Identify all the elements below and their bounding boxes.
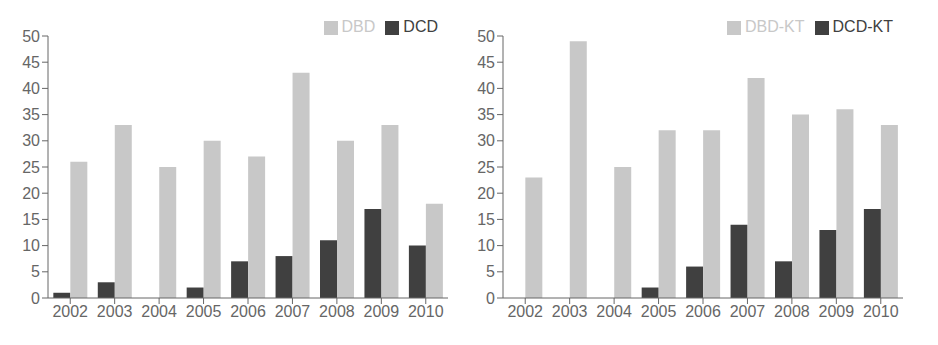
- html-text:DBD-KT: DBD-KT: [745, 18, 805, 35]
- svg-text:2004: 2004: [141, 303, 177, 320]
- svg-text:30: 30: [477, 132, 495, 149]
- svg-text:2010: 2010: [863, 303, 899, 320]
- html-text:DCD-KT: DCD-KT: [832, 18, 893, 35]
- svg-text:2003: 2003: [552, 303, 588, 320]
- svg-text:2003: 2003: [97, 303, 133, 320]
- svg-text:20: 20: [477, 185, 495, 202]
- svg-text:2006: 2006: [230, 303, 266, 320]
- svg-text:40: 40: [22, 80, 40, 97]
- svg-text:2008: 2008: [774, 303, 810, 320]
- html-text:DBD: DBD: [341, 18, 376, 35]
- svg-text:2002: 2002: [52, 303, 88, 320]
- svg-text:50: 50: [477, 28, 495, 45]
- svg-text:25: 25: [22, 159, 40, 176]
- svg-text:10: 10: [22, 237, 40, 254]
- svg-text:2007: 2007: [730, 303, 766, 320]
- svg-text:2007: 2007: [275, 303, 311, 320]
- svg-text:45: 45: [22, 54, 40, 71]
- svg-text:2005: 2005: [641, 303, 677, 320]
- svg-text:15: 15: [22, 211, 40, 228]
- svg-text:2006: 2006: [685, 303, 721, 320]
- svg-text:30: 30: [22, 132, 40, 149]
- svg-text:2002: 2002: [507, 303, 543, 320]
- svg-text:45: 45: [477, 54, 495, 71]
- svg-text:2005: 2005: [186, 303, 222, 320]
- svg-text:2009: 2009: [364, 303, 400, 320]
- svg-text:10: 10: [477, 237, 495, 254]
- svg-text:0: 0: [486, 290, 495, 307]
- svg-text:40: 40: [477, 80, 495, 97]
- svg-text:15: 15: [477, 211, 495, 228]
- html-text:DCD: DCD: [403, 18, 438, 35]
- svg-text:50: 50: [22, 28, 40, 45]
- svg-text:2009: 2009: [819, 303, 855, 320]
- svg-text:20: 20: [22, 185, 40, 202]
- svg-text:25: 25: [477, 159, 495, 176]
- svg-text:35: 35: [22, 106, 40, 123]
- svg-text:2010: 2010: [408, 303, 444, 320]
- svg-text:35: 35: [477, 106, 495, 123]
- svg-text:2004: 2004: [596, 303, 632, 320]
- svg-text:0: 0: [31, 290, 40, 307]
- svg-text:5: 5: [31, 263, 40, 280]
- svg-text:2008: 2008: [319, 303, 355, 320]
- svg-text:5: 5: [486, 263, 495, 280]
